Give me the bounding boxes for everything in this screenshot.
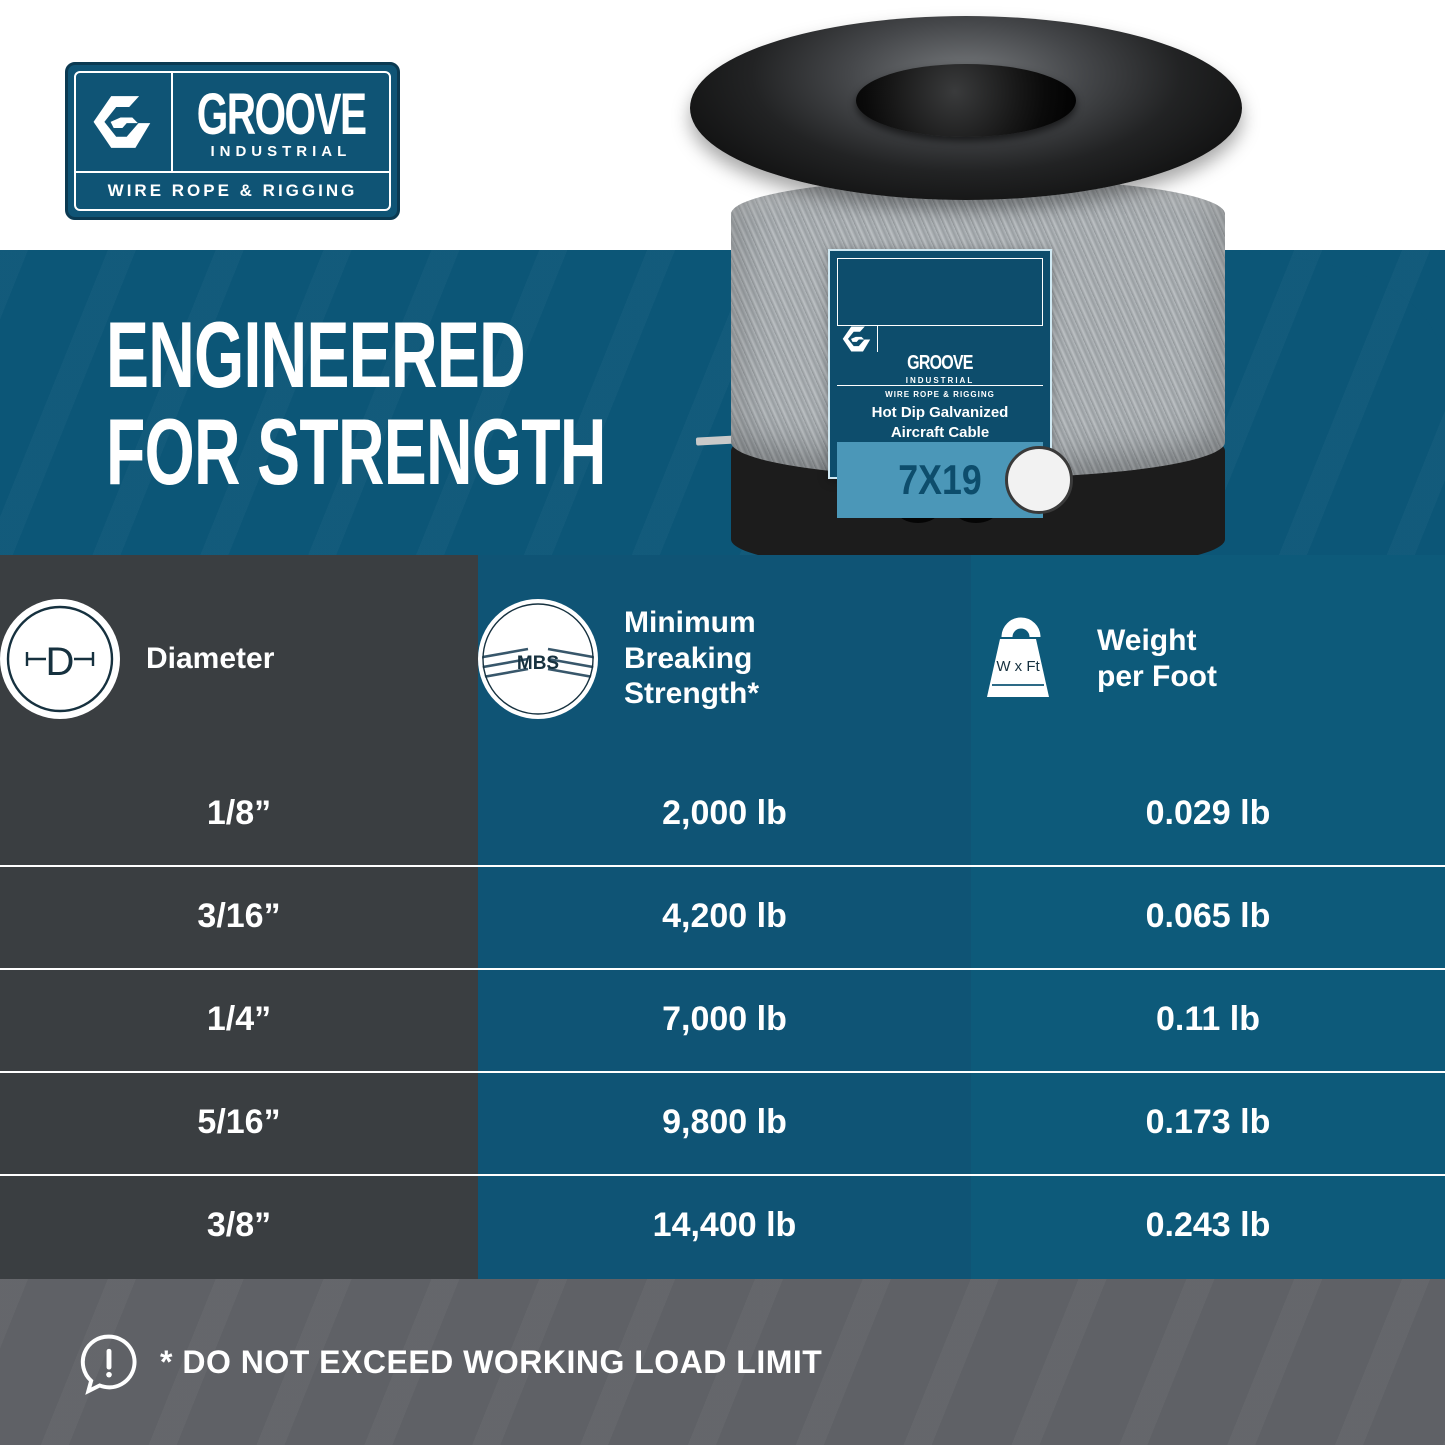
svg-text:D: D [46, 640, 75, 684]
svg-text:MBS: MBS [517, 653, 559, 674]
svg-text:W x Ft: W x Ft [996, 658, 1040, 675]
